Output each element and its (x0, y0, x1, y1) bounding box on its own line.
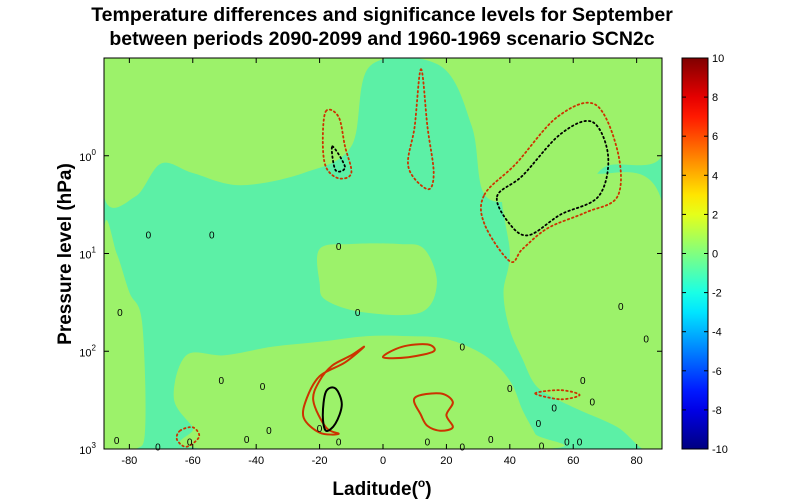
contour-fill-layer (104, 58, 662, 449)
y-axis: 100 101 102 103 (79, 148, 662, 457)
contour-label-zero: 0 (266, 426, 272, 437)
x-tick-label: 0 (380, 455, 386, 467)
significance-contour-dotted (495, 120, 610, 237)
significance-contour-solid (301, 345, 366, 436)
fill-region-0-2 (316, 243, 437, 316)
contour-label-zero: 0 (643, 335, 649, 346)
contour-label-zero: 0 (209, 231, 215, 242)
y-tick-label: 100 (79, 148, 96, 164)
significance-contour-dotted (534, 389, 581, 401)
x-tick-label: -80 (121, 455, 137, 467)
contour-label-zero: 0 (507, 384, 513, 395)
x-axis-label-close: ) (425, 479, 431, 500)
colorbar-tick-label: 6 (712, 131, 718, 143)
contour-label-zero: 0 (488, 435, 494, 446)
colorbar-tick-label: 0 (712, 249, 718, 261)
contour-label-zero: 0 (577, 438, 583, 449)
x-axis: -80 -60 -40 -20 0 20 40 60 80 (121, 58, 643, 467)
x-tick-label: 60 (567, 455, 579, 467)
contour-label-zero: 0 (117, 308, 123, 319)
contour-label-zero: 0 (564, 438, 570, 449)
colorbar-tick-label: -6 (712, 366, 722, 378)
x-tick-label: 20 (440, 455, 452, 467)
x-axis-label-text: Laditude( (332, 479, 418, 500)
contour-label-zero: 0 (114, 436, 120, 447)
colorbar-tick-label: 2 (712, 209, 718, 221)
y-tick-label: 102 (79, 343, 96, 359)
y-tick-label: 101 (79, 246, 96, 262)
contour-label-zero: 0 (536, 419, 542, 430)
colorbar-tick-label: 8 (712, 92, 718, 104)
contour-label-zero: 0 (355, 308, 361, 319)
contour-label-zero: 0 (551, 403, 557, 414)
significance-contour-solid (321, 386, 343, 432)
x-axis-label: Laditude(o) (332, 476, 431, 500)
significance-contour-solid (381, 343, 436, 360)
contour-label-zero: 0 (618, 302, 624, 313)
significance-contour-dotted (480, 101, 622, 263)
contour-label-zero: 0 (589, 397, 595, 408)
colorbar-tick-label: -8 (712, 405, 722, 417)
x-tick-label: -20 (312, 455, 328, 467)
significance-contour-dotted (330, 145, 346, 173)
colorbar-tick-label: -10 (712, 444, 728, 456)
colorbar-tick-label: -2 (712, 288, 722, 300)
colorbar-tick-label: 10 (712, 53, 724, 65)
plot-area (103, 57, 663, 450)
chart-title-line-1: Temperature differences and significance… (91, 4, 673, 26)
contour-label-zero: 0 (459, 442, 465, 453)
chart-title-line-2: between periods 2090-2099 and 1960-1969 … (109, 28, 654, 50)
x-tick-label: -60 (185, 455, 201, 467)
colorbar: 10 8 6 4 2 0 -2 -4 -6 -8 -10 (681, 53, 728, 456)
significance-contour-dotted (321, 108, 353, 180)
contour-label-zero: 0 (539, 441, 545, 452)
contour-label-zero: 0 (155, 442, 161, 453)
significance-contour-dotted (175, 426, 201, 448)
x-axis-label-superscript: o (418, 476, 425, 490)
fill-region-0-2 (104, 220, 146, 449)
fill-region-0-2 (173, 335, 565, 449)
contour-label-zero: 0 (459, 342, 465, 353)
y-axis-label: Pressure level (hPa) (55, 163, 76, 345)
colorbar-gradient (681, 57, 709, 450)
contour-label-zero: 0 (336, 242, 342, 253)
contour-label-zero: 0 (219, 376, 225, 387)
contour-label-zero: 0 (317, 424, 323, 435)
significance-contour-solid (412, 392, 454, 432)
contour-label-zero: 0 (244, 435, 250, 446)
x-tick-label: -40 (248, 455, 264, 467)
x-tick-label: 80 (631, 455, 643, 467)
contour-label-zero: 0 (580, 376, 586, 387)
y-tick-label: 103 (79, 441, 96, 457)
colorbar-tick-label: -4 (712, 327, 722, 339)
contour-label-zero: 0 (187, 438, 193, 449)
significance-contour-dotted (407, 68, 435, 191)
contour-label-zero: 0 (260, 382, 266, 393)
contour-label-zero: 0 (425, 438, 431, 449)
contour-label-zero: 0 (336, 438, 342, 449)
fill-region-0-2 (501, 170, 662, 449)
x-tick-label: 40 (504, 455, 516, 467)
contour-label-zero: 0 (146, 231, 152, 242)
colorbar-tick-label: 4 (712, 170, 718, 182)
